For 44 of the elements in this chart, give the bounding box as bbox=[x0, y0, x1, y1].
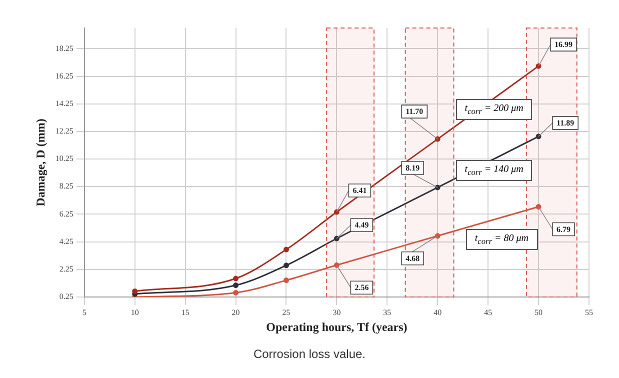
y-tick-label: 14.25 bbox=[55, 98, 74, 108]
point bbox=[132, 288, 138, 294]
x-tick-label: 55 bbox=[585, 308, 593, 317]
data-label: 4.49 bbox=[354, 220, 369, 230]
y-tick-label: 12.25 bbox=[55, 126, 74, 136]
y-tick-label: 10.25 bbox=[55, 154, 74, 164]
x-tick-label: 15 bbox=[181, 308, 190, 317]
x-tick-label: 20 bbox=[232, 308, 240, 317]
data-label: 8.19 bbox=[406, 164, 420, 173]
x-tick-label: 5 bbox=[82, 308, 86, 317]
data-label: 11.89 bbox=[556, 118, 574, 128]
data-label: 11.70 bbox=[406, 107, 424, 116]
data-label: 16.99 bbox=[554, 40, 573, 50]
data-label: 6.79 bbox=[556, 224, 571, 234]
x-tick-label: 10 bbox=[130, 308, 139, 317]
y-tick-label: 4.25 bbox=[59, 236, 74, 246]
point bbox=[233, 282, 239, 288]
x-tick-label: 25 bbox=[282, 308, 290, 317]
point bbox=[536, 63, 542, 69]
y-axis-title: Damage, D (mm) bbox=[33, 118, 48, 206]
data-label: 2.56 bbox=[354, 283, 369, 292]
point bbox=[233, 276, 239, 282]
y-tick-label: 0.25 bbox=[59, 292, 74, 302]
data-label: 6.41 bbox=[352, 186, 367, 196]
series-label: t$_{corr}$ = 80 μm bbox=[466, 228, 538, 250]
series-label: t$_{corr}$ = 200 μm bbox=[456, 99, 532, 120]
series-label: t$_{corr}$ = 140 μm bbox=[456, 160, 532, 181]
x-tick-label: 45 bbox=[484, 308, 492, 317]
y-tick-label: 8.25 bbox=[59, 182, 74, 191]
x-axis-title: Operating hours, Tf (years) bbox=[266, 320, 408, 334]
y-tick-label: 6.25 bbox=[59, 209, 74, 218]
point bbox=[283, 278, 289, 284]
x-tick-label: 40 bbox=[434, 308, 442, 317]
x-tick-label: 35 bbox=[383, 308, 392, 317]
data-label: 4.68 bbox=[406, 254, 420, 263]
point bbox=[283, 246, 289, 252]
y-tick-label: 16.25 bbox=[55, 71, 74, 80]
x-tick-label: 50 bbox=[534, 308, 543, 317]
point bbox=[283, 262, 289, 268]
x-tick-label: 30 bbox=[332, 308, 341, 317]
text: Corrosion loss value. bbox=[252, 347, 367, 361]
point bbox=[233, 290, 239, 296]
y-tick-label: 2.25 bbox=[59, 264, 74, 274]
y-tick-label: 18.25 bbox=[55, 44, 74, 53]
